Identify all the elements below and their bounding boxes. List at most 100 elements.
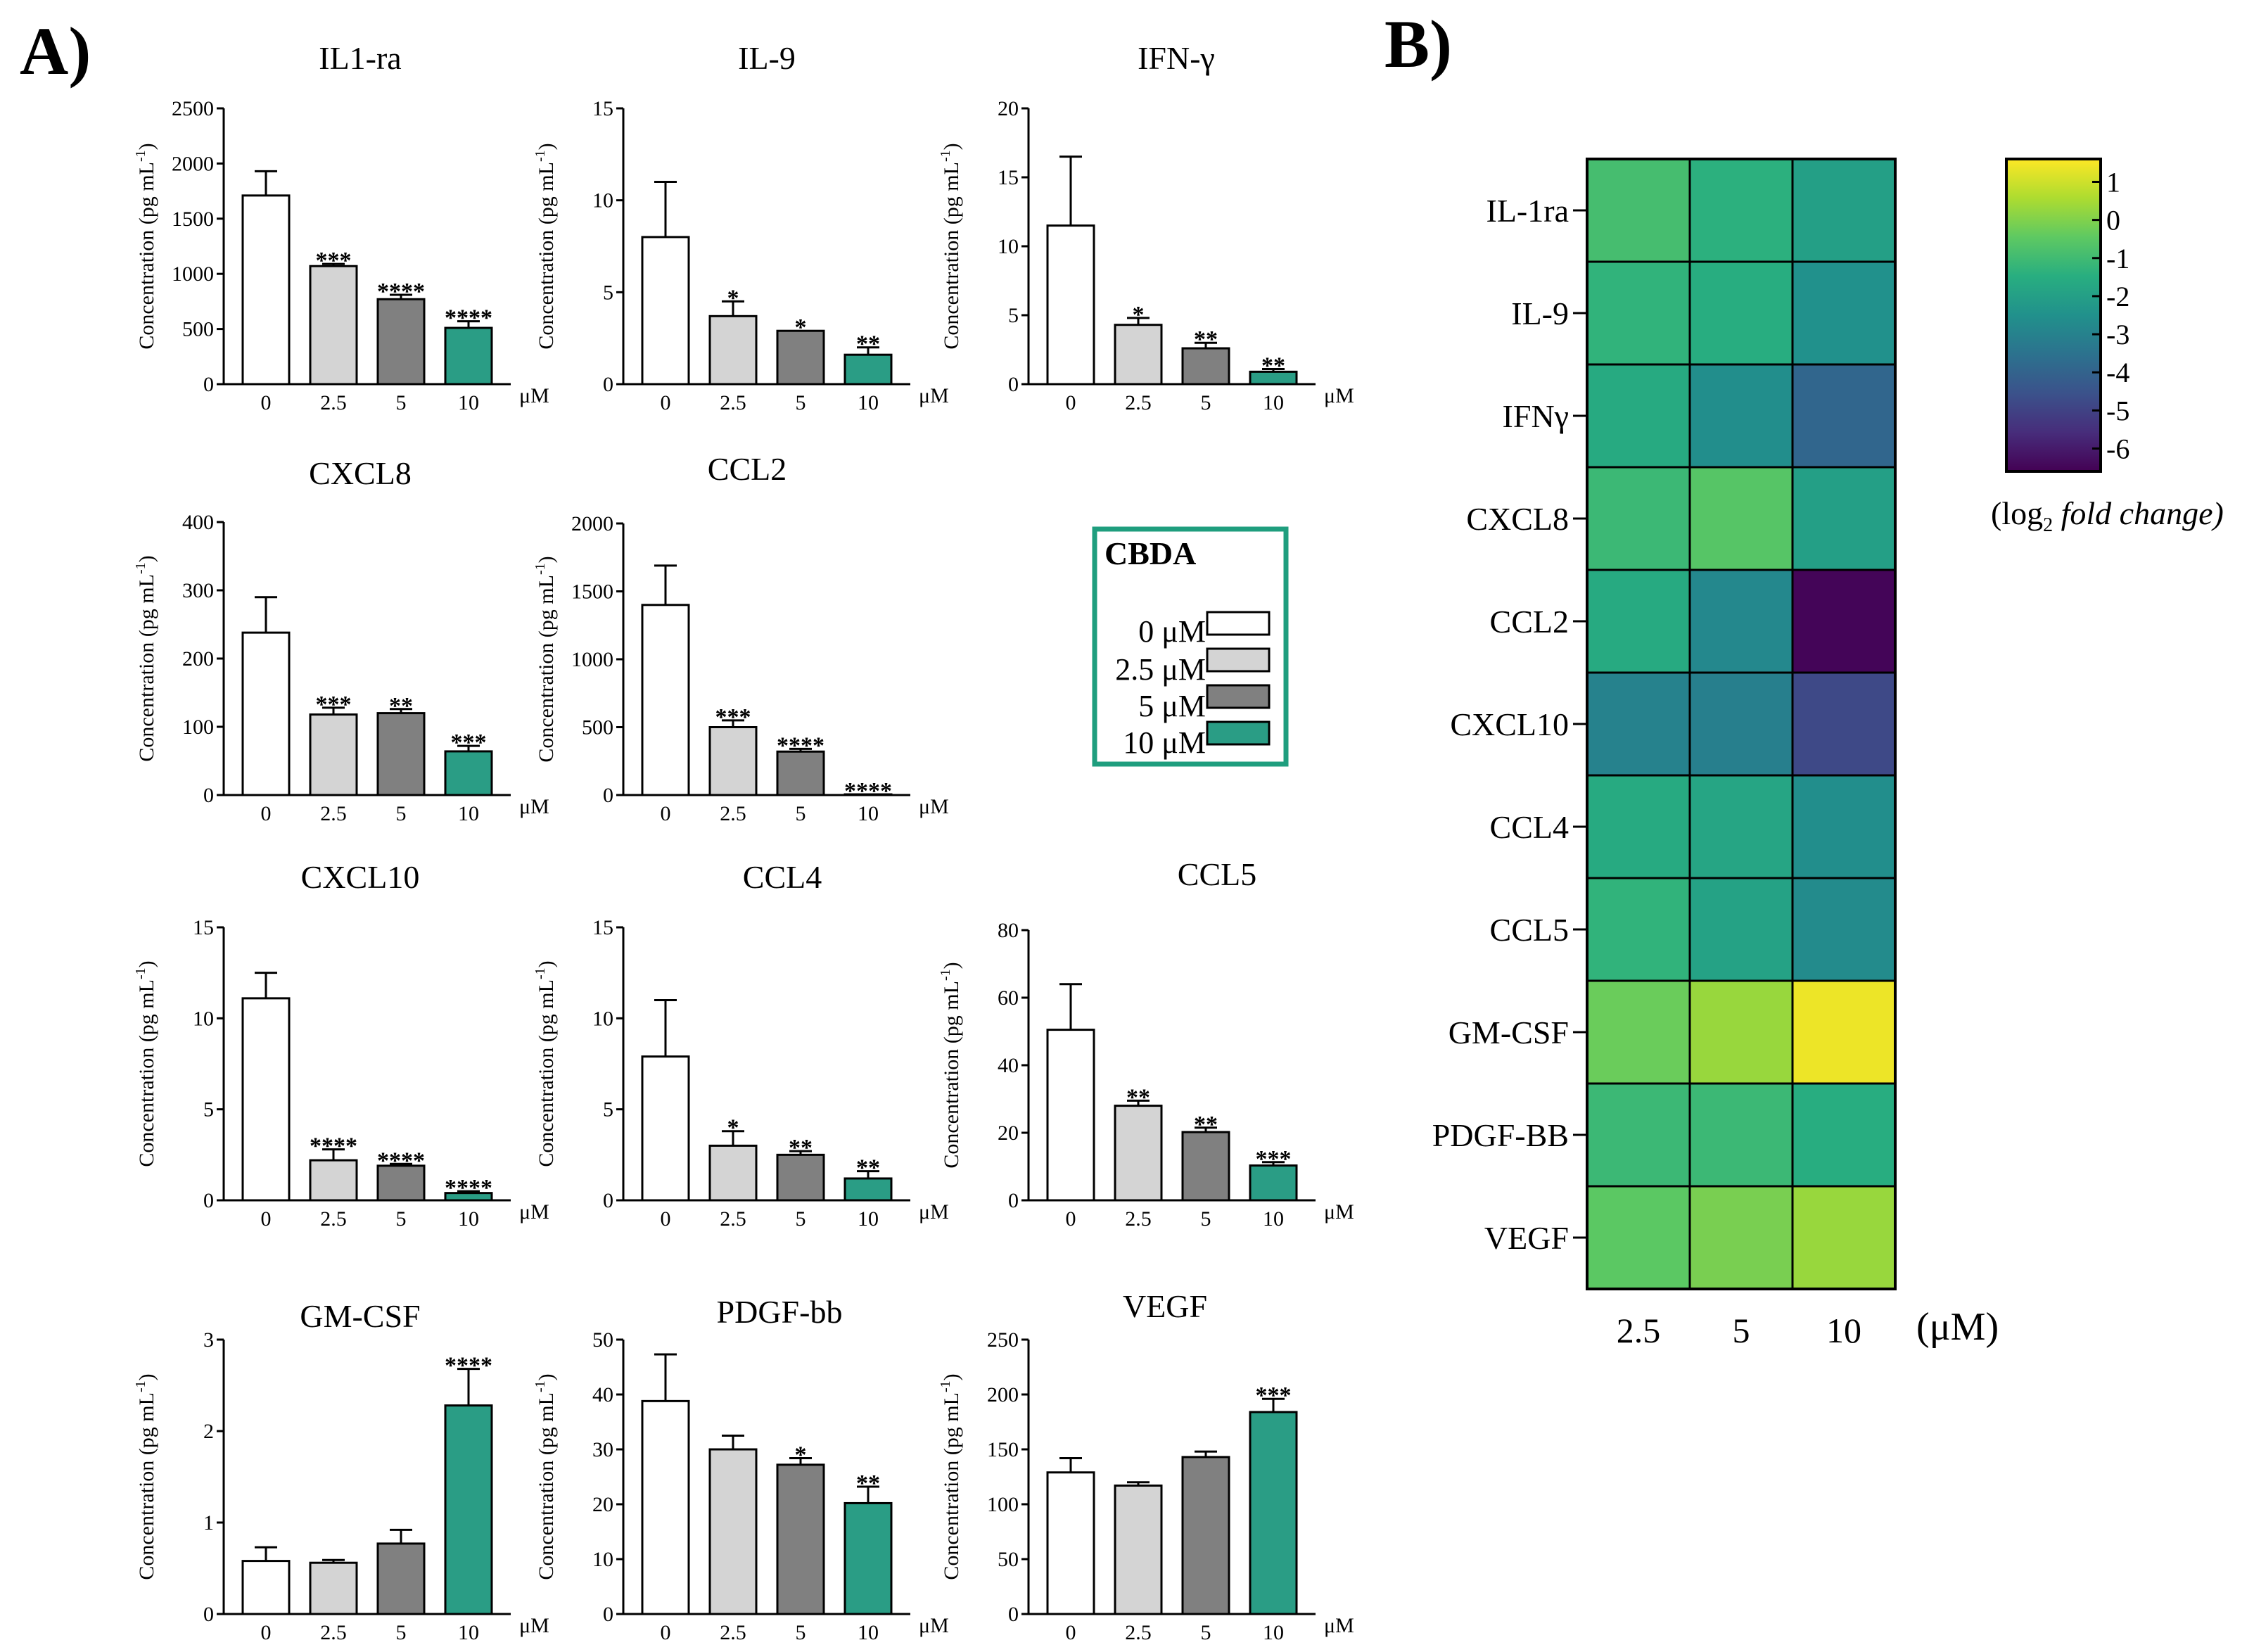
- y-tick-label: 15: [998, 166, 1019, 189]
- x-tick-label: 5: [396, 1207, 407, 1231]
- bar-2.5: [708, 314, 758, 386]
- x-tick-label: 0: [1066, 391, 1076, 414]
- y-tick-label: 100: [182, 716, 214, 739]
- heatmap-cell: [1688, 671, 1794, 777]
- y-axis-label-close: ): [535, 1373, 558, 1380]
- heatmap-row-label: CCL2: [1490, 604, 1569, 640]
- bar-5: [776, 1463, 825, 1615]
- y-axis-label: Concentration (pg mL-1): [533, 1373, 558, 1580]
- bar-2.5: [309, 1561, 358, 1615]
- y-axis-label-sup: -1: [133, 150, 148, 162]
- unit-label: μM: [919, 384, 949, 407]
- panel-label-a: A): [20, 13, 91, 89]
- y-axis-label: Concentration (pg mL-1): [133, 555, 158, 761]
- heatmap-cell: [1791, 1185, 1897, 1290]
- y-axis-label-main: Concentration (pg mL: [535, 979, 558, 1167]
- heatmap-cell: [1586, 671, 1691, 777]
- significance-label: ***: [1256, 1146, 1292, 1172]
- y-tick-label: 0: [203, 1189, 214, 1212]
- y-tick-label: 50: [592, 1328, 613, 1352]
- y-axis-label-main: Concentration (pg mL: [940, 1392, 963, 1580]
- bar-chart-8: CCL5 0 20 40 60 80 Concentration (pg mL-1) 0 ** 2…: [938, 856, 1354, 1231]
- y-tick-label: 2000: [172, 152, 214, 175]
- bar-0: [641, 1055, 690, 1202]
- x-tick-label: 2.5: [1125, 391, 1152, 414]
- bar-chart-3: IFN-γ 0 5 10 15 20 Concentration (pg mL-1) 0 * 2.…: [938, 40, 1354, 414]
- unit-label: μM: [919, 1614, 949, 1637]
- bar-2.5: [309, 1159, 358, 1202]
- significance-label: ****: [377, 279, 425, 305]
- colorbar-label-sub: 2: [2043, 514, 2053, 536]
- y-tick-label: 1: [203, 1511, 214, 1535]
- legend-swatch-10: [1206, 720, 1271, 746]
- x-tick-label: 0: [661, 802, 671, 825]
- colorbar-tick-label: -3: [2106, 319, 2129, 350]
- bar-2.5: [708, 1448, 758, 1615]
- unit-label: μM: [519, 1614, 549, 1637]
- bar-10: [444, 326, 493, 386]
- significance-label: ***: [451, 730, 487, 756]
- y-axis-label-sup: -1: [533, 1380, 548, 1392]
- x-tick-label: 0: [261, 1207, 272, 1231]
- y-axis-label-close: ): [135, 143, 158, 150]
- bar-2.5: [1114, 1484, 1163, 1615]
- x-tick-label: 5: [1201, 391, 1211, 414]
- unit-label: μM: [1324, 1200, 1354, 1224]
- heatmap-cell: [1791, 774, 1897, 879]
- unit-label: μM: [519, 795, 549, 818]
- bar-5: [776, 1153, 825, 1202]
- significance-label: ****: [310, 1133, 357, 1159]
- bar-2.5: [309, 265, 358, 386]
- x-tick-label: 2.5: [320, 1621, 347, 1644]
- heatmap-cell: [1586, 260, 1691, 366]
- bar-2.5: [708, 1144, 758, 1202]
- y-tick-label: 3: [203, 1328, 214, 1352]
- bar-0: [1046, 1471, 1095, 1615]
- bar-10: [843, 793, 893, 796]
- heatmap-cell: [1688, 466, 1794, 571]
- y-tick-label: 15: [592, 916, 613, 939]
- y-tick-label: 1000: [172, 262, 214, 286]
- y-tick-label: 0: [603, 373, 613, 396]
- y-tick-label: 0: [203, 784, 214, 807]
- chart-title: IFN-γ: [1138, 40, 1215, 76]
- heatmap-cell: [1688, 1082, 1794, 1188]
- y-tick-label: 10: [998, 235, 1019, 258]
- x-tick-label: 10: [458, 391, 479, 414]
- y-tick-label: 300: [182, 579, 214, 602]
- x-tick-label: 5: [796, 1621, 806, 1644]
- unit-label: μM: [1324, 1614, 1354, 1637]
- unit-label: μM: [1324, 384, 1354, 407]
- y-tick-label: 5: [603, 281, 613, 304]
- chart-title: CXCL10: [301, 859, 420, 895]
- y-axis-label-close: ): [135, 1373, 158, 1380]
- heatmap-cell: [1688, 568, 1794, 674]
- legend-swatch-5: [1206, 684, 1271, 709]
- x-tick-label: 2.5: [720, 802, 746, 825]
- significance-label: **: [1194, 1112, 1218, 1138]
- y-axis-label-main: Concentration (pg mL: [940, 981, 963, 1169]
- x-tick-label: 5: [396, 1621, 407, 1644]
- heatmap-cell: [1791, 979, 1897, 1085]
- unit-label: μM: [519, 384, 549, 407]
- y-tick-label: 200: [182, 647, 214, 671]
- colorbar: 1 0 -1 -2 -3 -4 -5 -6 (log2 fold change): [1991, 158, 2224, 536]
- y-axis-label-sup: -1: [533, 563, 548, 575]
- y-axis-label-main: Concentration (pg mL: [135, 574, 158, 762]
- x-tick-label: 0: [661, 391, 671, 414]
- y-tick-label: 20: [592, 1493, 613, 1516]
- y-axis-label: Concentration (pg mL-1): [533, 556, 558, 762]
- y-tick-label: 15: [592, 97, 613, 120]
- heatmap-frame: [1586, 158, 1897, 1290]
- heatmap-row-label: GM-CSF: [1448, 1015, 1569, 1050]
- bar-5: [376, 298, 426, 386]
- x-tick-label: 5: [796, 802, 806, 825]
- colorbar-tick-label: -1: [2106, 243, 2129, 274]
- heatmap-cell: [1791, 1082, 1897, 1188]
- heatmap-row-label: CXCL8: [1466, 501, 1569, 537]
- chart-title: IL1-ra: [319, 40, 401, 76]
- y-tick-label: 0: [1008, 1189, 1019, 1212]
- significance-label: ****: [777, 732, 824, 758]
- y-tick-label: 5: [603, 1098, 613, 1122]
